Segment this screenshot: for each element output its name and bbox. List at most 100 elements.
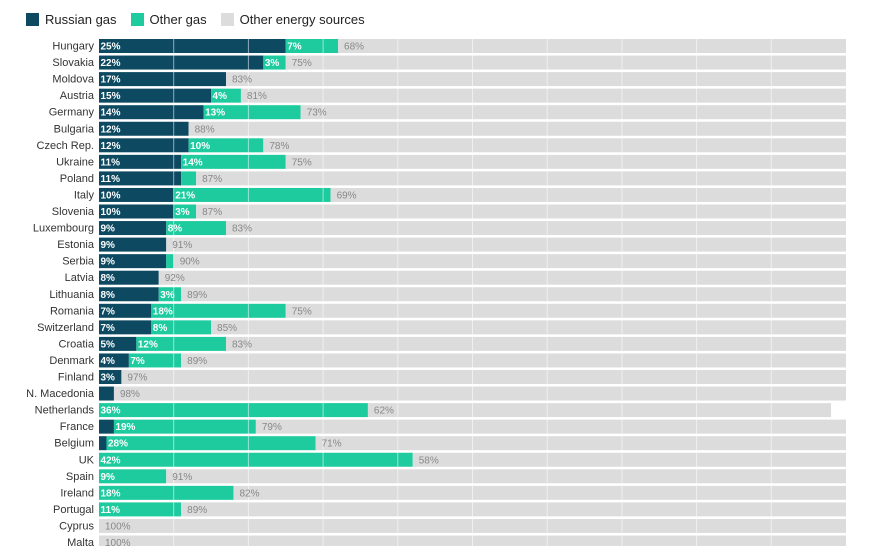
bar-other-energy-luxembourg: [225, 221, 847, 236]
category-label-finland: Finland: [58, 372, 94, 384]
value-label-other-gas-portugal: 11%: [101, 505, 121, 516]
value-label-other-energy-netherlands: 62%: [374, 406, 394, 417]
bar-russian-croatia: [99, 336, 137, 351]
bar-other-energy-n-macedonia: [113, 386, 846, 401]
bar-other-energy-france: [255, 419, 846, 434]
bar-other-gas-lithuania: [158, 287, 182, 302]
category-label-belgium: Belgium: [54, 438, 94, 450]
category-label-france: France: [60, 421, 94, 433]
value-label-russian-moldova: 17%: [101, 75, 121, 86]
bar-russian-italy: [99, 187, 174, 202]
bar-other-gas-switzerland: [151, 320, 212, 335]
bar-other-gas-belgium: [106, 436, 316, 451]
bar-russian-poland: [99, 171, 182, 186]
bar-russian-slovenia: [99, 204, 174, 219]
category-label-croatia: Croatia: [59, 338, 95, 350]
category-label-luxembourg: Luxembourg: [33, 223, 94, 235]
value-label-other-gas-czech-rep: 10%: [190, 141, 210, 152]
bar-other-gas-romania: [151, 303, 286, 318]
bar-other-gas-ukraine: [181, 154, 286, 169]
bar-russian-estonia: [99, 237, 167, 252]
value-label-other-gas-luxembourg: 8%: [168, 224, 183, 235]
bar-other-energy-bulgaria: [188, 121, 846, 136]
bar-other-energy-ireland: [233, 485, 846, 500]
value-label-other-gas-germany: 13%: [205, 108, 225, 119]
category-label-slovenia: Slovenia: [52, 206, 95, 218]
value-label-russian-ukraine: 11%: [101, 157, 121, 168]
value-label-other-energy-ireland: 82%: [239, 488, 259, 499]
category-label-estonia: Estonia: [57, 239, 95, 251]
bar-russian-france: [99, 419, 114, 434]
legend-label-russian-gas: Russian gas: [45, 11, 117, 27]
value-label-other-energy-france: 79%: [262, 422, 282, 433]
legend-swatch-other-energy: [220, 12, 234, 26]
value-label-other-gas-lithuania: 3%: [160, 290, 175, 301]
value-label-other-gas-slovenia: 3%: [175, 207, 190, 218]
legend-item-other-gas: Other gas: [130, 11, 207, 27]
value-label-other-gas-uk: 42%: [101, 455, 121, 466]
value-label-russian-czech-rep: 12%: [101, 141, 121, 152]
value-label-other-energy-portugal: 89%: [187, 505, 207, 516]
bar-other-gas-austria: [211, 88, 241, 103]
bar-russian-slovakia: [99, 55, 264, 70]
value-label-russian-germany: 14%: [101, 108, 121, 119]
value-label-russian-austria: 15%: [101, 91, 121, 102]
value-label-other-energy-austria: 81%: [247, 91, 267, 102]
bar-other-energy-romania: [285, 303, 846, 318]
value-label-other-energy-malta: 100%: [105, 538, 131, 546]
bar-other-gas-germany: [203, 105, 301, 120]
legend-swatch-russian-gas: [26, 12, 39, 26]
value-label-other-gas-croatia: 12%: [138, 339, 158, 350]
bar-other-gas-slovenia: [173, 204, 197, 219]
value-label-russian-italy: 10%: [101, 190, 121, 201]
value-label-other-energy-lithuania: 89%: [187, 290, 207, 301]
category-label-malta: Malta: [67, 537, 95, 546]
value-label-russian-switzerland: 7%: [101, 323, 116, 334]
category-label-poland: Poland: [60, 173, 94, 185]
bar-other-energy-italy: [330, 187, 846, 202]
legend-swatch-other-gas: [130, 12, 144, 26]
bar-other-energy-spain: [166, 469, 847, 484]
bar-other-gas-netherlands: [99, 403, 368, 418]
value-label-russian-bulgaria: 12%: [101, 124, 121, 135]
value-label-other-energy-finland: 97%: [127, 373, 147, 384]
category-label-spain: Spain: [66, 471, 94, 483]
bar-russian-finland: [99, 370, 122, 384]
value-label-russian-hungary: 25%: [101, 42, 121, 53]
value-label-russian-luxembourg: 9%: [101, 224, 116, 235]
bar-russian-bulgaria: [99, 121, 189, 136]
value-label-russian-lithuania: 8%: [101, 290, 116, 301]
value-label-other-energy-denmark: 89%: [187, 356, 207, 367]
value-label-russian-romania: 7%: [101, 306, 116, 317]
bar-other-energy-poland: [196, 171, 847, 186]
legend-item-russian-gas: Russian gas: [26, 12, 117, 27]
bar-russian-serbia: [99, 254, 167, 269]
legend-item-other-energy: Other energy sources: [220, 11, 365, 27]
bar-other-energy-croatia: [225, 336, 847, 351]
bar-other-energy-portugal: [181, 502, 847, 517]
legend-label-other-energy: Other energy sources: [239, 11, 365, 27]
value-label-other-energy-switzerland: 85%: [217, 323, 237, 334]
value-label-other-energy-n-macedonia: 98%: [120, 389, 140, 400]
bar-russian-lithuania: [99, 287, 159, 302]
bar-other-energy-slovakia: [285, 55, 846, 70]
category-label-switzerland: Switzerland: [37, 322, 94, 334]
value-label-other-energy-spain: 91%: [172, 472, 192, 483]
value-label-other-gas-romania: 18%: [153, 306, 173, 317]
value-label-other-energy-slovenia: 87%: [202, 207, 222, 218]
bar-russian-switzerland: [99, 320, 152, 335]
bar-other-gas-croatia: [136, 336, 226, 351]
bar-other-energy-finland: [121, 370, 846, 384]
value-label-russian-croatia: 5%: [101, 339, 116, 350]
bar-other-energy-uk: [412, 452, 846, 467]
bar-other-energy-belgium: [315, 436, 846, 451]
category-label-denmark: Denmark: [49, 355, 94, 367]
value-label-other-energy-czech-rep: 78%: [269, 141, 289, 152]
bar-russian-romania: [99, 303, 152, 318]
value-label-other-energy-serbia: 90%: [180, 257, 200, 268]
bar-russian-latvia: [99, 270, 159, 285]
legend-label-other-gas: Other gas: [149, 11, 207, 27]
bar-other-energy-estonia: [166, 237, 847, 252]
value-label-other-gas-austria: 4%: [213, 91, 228, 102]
